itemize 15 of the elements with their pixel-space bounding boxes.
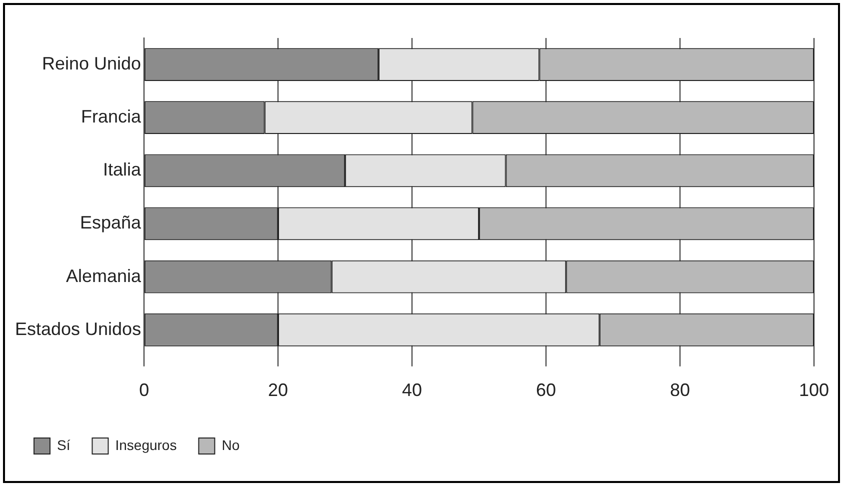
- y-tick-label: Reino Unido: [42, 54, 142, 74]
- y-tick-label: Italia: [103, 160, 142, 180]
- legend-label: No: [222, 436, 240, 453]
- x-tick-label: 20: [268, 380, 288, 400]
- y-tick-label: Francia: [81, 106, 142, 127]
- y-tick-label: Alemania: [66, 266, 142, 286]
- y-tick-label: Estados Unidos: [14, 318, 142, 339]
- legend-label: Sí: [57, 436, 70, 453]
- x-tick-label: 100: [798, 380, 830, 400]
- legend-label: Inseguros: [115, 436, 177, 453]
- x-tick-label: 0: [139, 380, 150, 400]
- x-tick-label: 80: [670, 380, 690, 400]
- y-tick-label: España: [80, 212, 142, 233]
- x-tick-label: 60: [536, 380, 556, 400]
- x-tick-label: 40: [402, 380, 422, 400]
